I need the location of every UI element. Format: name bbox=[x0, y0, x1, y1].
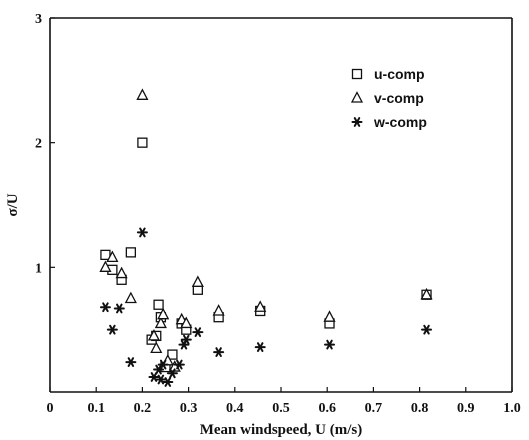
x-tick-label: 0.3 bbox=[180, 401, 198, 416]
triangle-data-point bbox=[99, 260, 112, 272]
x-tick-label: 0.2 bbox=[134, 401, 152, 416]
star-data-point bbox=[173, 359, 185, 370]
series-w-comp bbox=[99, 227, 433, 387]
triangle-data-point bbox=[136, 88, 149, 100]
triangle-data-point bbox=[124, 291, 137, 304]
x-tick-label: 0.5 bbox=[272, 401, 290, 416]
star-data-point bbox=[166, 368, 178, 379]
star-data-point bbox=[125, 357, 137, 367]
x-tick-label: 0.7 bbox=[365, 401, 383, 416]
legend-star-icon bbox=[351, 117, 363, 127]
legend-label-v-comp: v-comp bbox=[374, 90, 424, 106]
y-tick-label: 1 bbox=[35, 261, 42, 276]
y-axis-label: σ/U bbox=[5, 193, 21, 216]
star-data-point bbox=[324, 339, 336, 350]
data-points bbox=[99, 88, 433, 387]
star-data-point bbox=[180, 334, 192, 345]
triangle-data-point bbox=[157, 307, 170, 320]
x-tick-label: 0.1 bbox=[87, 401, 105, 416]
star-data-point bbox=[106, 324, 118, 335]
legend-label-u-comp: u-comp bbox=[374, 66, 425, 82]
star-data-point bbox=[213, 347, 225, 358]
triangle-data-point bbox=[254, 300, 267, 312]
x-axis-label: Mean windspeed, U (m/s) bbox=[200, 422, 363, 438]
square-data-point bbox=[125, 247, 136, 258]
star-data-point bbox=[157, 359, 169, 370]
star-data-point bbox=[192, 327, 204, 338]
series-v-comp bbox=[99, 88, 433, 372]
x-axis-ticks: 0 0.1 0.2 0.3 0.4 0.5 0.6 0.7 0.8 0.9 1.0 bbox=[47, 387, 521, 416]
star-data-point bbox=[136, 227, 148, 238]
square-data-point bbox=[153, 299, 164, 310]
triangle-data-point bbox=[147, 329, 161, 341]
x-tick-label: 0.8 bbox=[411, 401, 429, 416]
triangle-data-point bbox=[191, 275, 204, 287]
star-data-point bbox=[153, 364, 165, 375]
star-data-point bbox=[254, 342, 266, 353]
star-data-point bbox=[113, 303, 125, 314]
x-tick-label: 0.4 bbox=[226, 401, 244, 416]
x-tick-label: 0.9 bbox=[457, 401, 475, 416]
square-data-point bbox=[100, 249, 111, 261]
y-axis-ticks: 1 2 3 bbox=[35, 12, 55, 276]
triangle-data-point bbox=[323, 310, 336, 322]
legend-triangle-icon bbox=[350, 91, 364, 103]
triangle-data-point bbox=[150, 341, 163, 354]
triangle-data-point bbox=[212, 304, 225, 316]
star-data-point bbox=[421, 324, 433, 335]
triangle-data-point bbox=[180, 316, 193, 329]
y-tick-label: 3 bbox=[35, 12, 42, 27]
legend-square-icon bbox=[351, 68, 363, 80]
square-data-point bbox=[137, 137, 148, 148]
x-tick-label: 1.0 bbox=[503, 401, 521, 416]
x-tick-label: 0 bbox=[47, 401, 54, 416]
legend-label-w-comp: w-comp bbox=[373, 114, 427, 130]
star-data-point bbox=[162, 377, 174, 387]
triangle-data-point bbox=[115, 266, 128, 279]
triangle-data-point bbox=[420, 287, 433, 300]
triangle-data-point bbox=[154, 316, 167, 329]
y-tick-label: 2 bbox=[35, 137, 42, 152]
triangle-data-point bbox=[106, 250, 119, 263]
legend: u-comp v-comp w-comp bbox=[350, 66, 427, 130]
star-data-point bbox=[99, 302, 111, 313]
x-tick-label: 0.6 bbox=[318, 401, 336, 416]
